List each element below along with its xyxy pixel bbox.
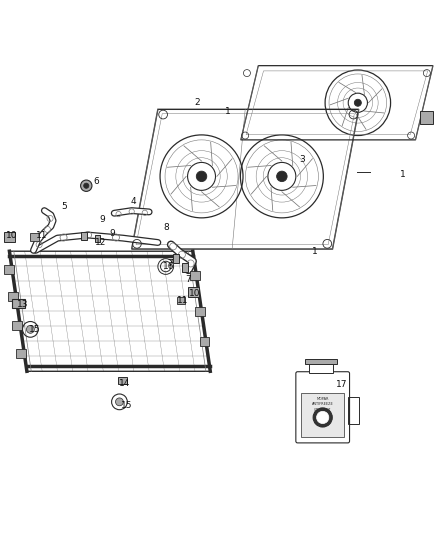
Bar: [30, 233, 39, 241]
Bar: [4, 232, 15, 241]
Circle shape: [81, 180, 92, 191]
Text: 13: 13: [17, 300, 28, 309]
Text: 2: 2: [194, 98, 200, 107]
Text: 16: 16: [163, 262, 174, 271]
Text: 12: 12: [95, 238, 107, 247]
Circle shape: [313, 408, 332, 427]
Bar: [16, 349, 26, 358]
Text: 17: 17: [336, 380, 347, 389]
Text: 11: 11: [177, 296, 189, 305]
Text: COOLANT: COOLANT: [314, 408, 331, 411]
Bar: [12, 299, 25, 309]
Bar: [177, 297, 185, 304]
Text: 1: 1: [399, 171, 405, 179]
Circle shape: [26, 326, 34, 333]
Text: 6: 6: [93, 177, 99, 186]
Text: 7: 7: [186, 275, 191, 284]
Text: 9: 9: [99, 215, 105, 224]
Text: 1: 1: [225, 107, 231, 116]
Bar: [190, 271, 200, 280]
Bar: [12, 321, 22, 330]
Text: 5: 5: [61, 202, 67, 211]
Bar: [301, 393, 344, 437]
Bar: [305, 359, 337, 364]
Circle shape: [277, 171, 287, 182]
Circle shape: [84, 183, 89, 188]
Bar: [8, 293, 18, 301]
Text: 10: 10: [189, 289, 201, 298]
Text: M: M: [319, 415, 326, 420]
Text: 15: 15: [121, 401, 132, 410]
Text: 3: 3: [299, 155, 305, 164]
Text: 14: 14: [120, 379, 131, 388]
Bar: [95, 235, 100, 243]
Bar: [118, 376, 127, 384]
Bar: [182, 263, 188, 272]
Circle shape: [317, 411, 329, 424]
Text: 10: 10: [6, 231, 18, 240]
Text: 8: 8: [164, 223, 170, 232]
Text: 4: 4: [131, 197, 137, 206]
Text: MOPAR: MOPAR: [316, 397, 329, 401]
Text: 7: 7: [167, 259, 173, 268]
Bar: [188, 287, 199, 297]
Bar: [173, 254, 179, 263]
Bar: [195, 307, 205, 316]
Text: 9: 9: [109, 229, 115, 238]
Text: 15: 15: [28, 325, 40, 334]
Bar: [200, 337, 209, 345]
Circle shape: [354, 99, 361, 106]
Bar: [81, 232, 87, 240]
Bar: [308, 364, 332, 374]
Bar: [4, 265, 14, 273]
Text: 11: 11: [36, 231, 48, 239]
Circle shape: [196, 171, 207, 182]
FancyBboxPatch shape: [296, 372, 350, 443]
Text: 1: 1: [312, 247, 318, 256]
Text: ANTIFREEZE: ANTIFREEZE: [312, 402, 334, 407]
Circle shape: [116, 398, 124, 406]
Bar: [420, 111, 433, 124]
